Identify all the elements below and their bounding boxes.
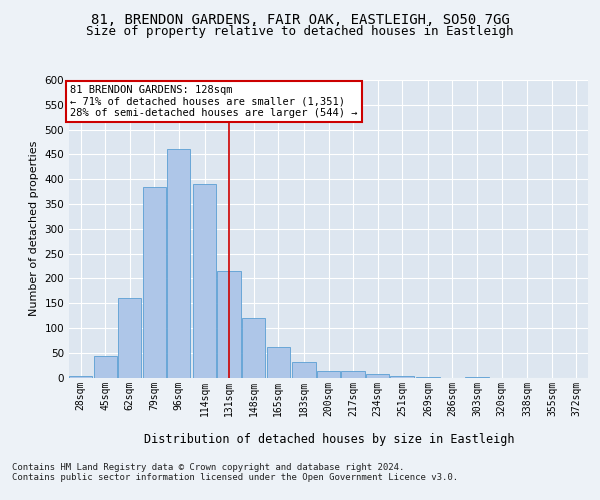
Bar xyxy=(69,376,92,378)
Bar xyxy=(292,362,316,378)
Bar xyxy=(94,356,116,378)
Bar xyxy=(193,184,216,378)
Bar xyxy=(266,347,290,378)
Text: Contains HM Land Registry data © Crown copyright and database right 2024.
Contai: Contains HM Land Registry data © Crown c… xyxy=(12,462,458,482)
Bar xyxy=(317,371,340,378)
Bar xyxy=(217,271,241,378)
Text: Distribution of detached houses by size in Eastleigh: Distribution of detached houses by size … xyxy=(143,432,514,446)
Bar xyxy=(143,186,166,378)
Bar xyxy=(242,318,265,378)
Text: Size of property relative to detached houses in Eastleigh: Size of property relative to detached ho… xyxy=(86,25,514,38)
Bar xyxy=(366,374,389,378)
Text: 81, BRENDON GARDENS, FAIR OAK, EASTLEIGH, SO50 7GG: 81, BRENDON GARDENS, FAIR OAK, EASTLEIGH… xyxy=(91,12,509,26)
Bar xyxy=(167,150,190,378)
Text: 81 BRENDON GARDENS: 128sqm
← 71% of detached houses are smaller (1,351)
28% of s: 81 BRENDON GARDENS: 128sqm ← 71% of deta… xyxy=(70,85,358,118)
Bar xyxy=(118,298,141,378)
Bar xyxy=(341,371,365,378)
Bar xyxy=(391,376,413,378)
Y-axis label: Number of detached properties: Number of detached properties xyxy=(29,141,39,316)
